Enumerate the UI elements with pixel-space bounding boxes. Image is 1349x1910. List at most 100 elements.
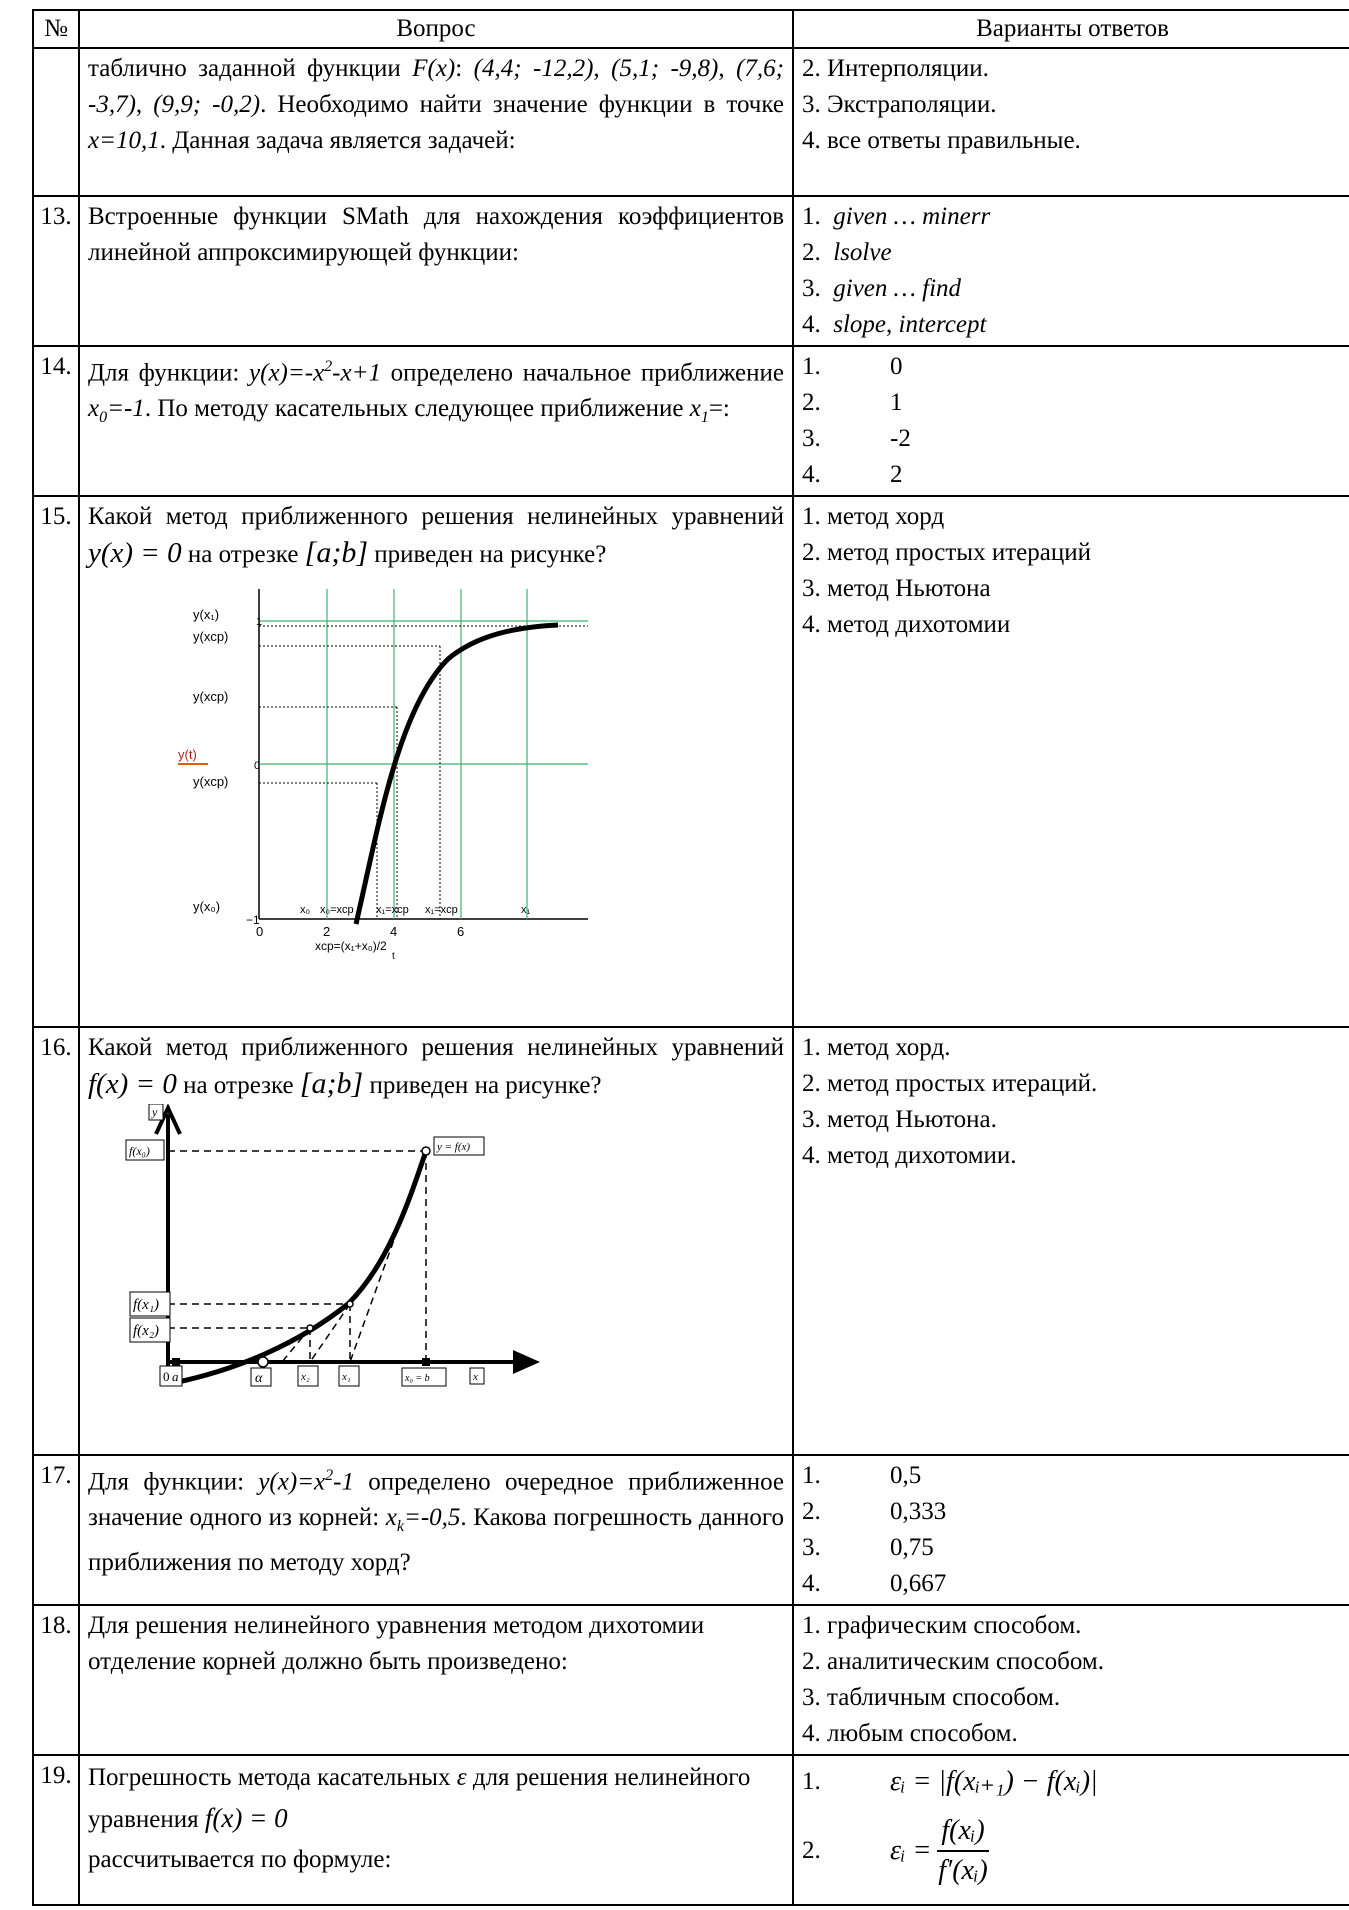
- xcp-formula: xcp=(x₁+x₀)/2: [315, 939, 387, 953]
- answer-option: 4. любым способом.: [802, 1720, 1018, 1747]
- answer-option: 1. given … minerr: [802, 203, 991, 230]
- answer-number: 2.: [802, 1498, 821, 1525]
- answer-value: 1: [890, 389, 903, 416]
- answer-value: 0,75: [890, 1534, 934, 1561]
- fx1-label: f(x₁): [133, 1297, 159, 1313]
- row-number: 17.: [32, 1454, 80, 1606]
- table-row: 13. Встроенные функции SMath для нахожде…: [32, 195, 1349, 347]
- svg-text:−1: −1: [246, 913, 260, 927]
- table-header-row: № Вопрос Варианты ответов: [32, 9, 1349, 49]
- answer-options: 1. 0 2. 1 3. -2 4. 2: [792, 345, 1349, 497]
- answer-option: 4. все ответы правильные.: [802, 127, 1081, 154]
- answer-number: 3.: [802, 425, 821, 452]
- row-number: [32, 47, 80, 197]
- x-mark: x₀=xcp: [320, 904, 354, 916]
- row-number: 15.: [32, 495, 80, 1028]
- question-text: таблично заданной функции F(x): (4,4; -1…: [78, 47, 794, 197]
- answer-options: 1. 0,5 2. 0,333 3. 0,75 4. 0,667: [792, 1454, 1349, 1606]
- header-num: №: [32, 9, 80, 49]
- table-row: 15. Какой метод приближенного решения не…: [32, 495, 1349, 1028]
- row-number: 19.: [32, 1754, 80, 1906]
- y-axis-label: y: [151, 1105, 158, 1119]
- answer-option: 1. графическим способом.: [802, 1612, 1082, 1639]
- x-mark: x₁=xcp: [376, 904, 409, 916]
- answer-options: 1. метод хорд 2. метод простых итераций …: [792, 495, 1349, 1028]
- row-number: 13.: [32, 195, 80, 347]
- answer-value: 0,5: [890, 1462, 922, 1489]
- answer-number: 2.: [802, 389, 821, 416]
- answer-number: 4.: [802, 1570, 821, 1597]
- answer-options: 1. given … minerr 2. lsolve 3. given … f…: [792, 195, 1349, 347]
- answer-option: 3. given … find: [802, 275, 962, 302]
- answer-option: 2. метод простых итераций.: [802, 1070, 1098, 1097]
- question-text: Какой метод приближенного решения нелине…: [78, 495, 794, 1028]
- fx0-label: f(x₀): [129, 1144, 150, 1158]
- answer-value: 0: [890, 353, 903, 380]
- answer-options: 1. метод хорд. 2. метод простых итераций…: [792, 1026, 1349, 1456]
- x-tick: 6: [457, 924, 464, 939]
- answer-option: 3. метод Ньютона: [802, 575, 991, 602]
- y-label: y(xcp): [193, 774, 228, 789]
- answer-options: 1. εᵢ = |f(xᵢ₊₁) − f(xᵢ)| 2. εᵢ = f(xᵢ) …: [792, 1754, 1349, 1906]
- answer-value: -2: [890, 425, 911, 452]
- x-tick: 0: [256, 924, 263, 939]
- y-label: y(x₀): [193, 899, 220, 914]
- x0b-label: x₀ = b: [404, 1373, 430, 1384]
- answer-options: 1. графическим способом. 2. аналитически…: [792, 1604, 1349, 1756]
- answer-options: 2. Интерполяции. 3. Экстраполяции. 4. вс…: [792, 47, 1349, 197]
- y-axis-label: y(t): [178, 747, 197, 762]
- answer-value: 2: [890, 461, 903, 488]
- row-number: 14.: [32, 345, 80, 497]
- x-tick: 2: [323, 924, 330, 939]
- answer-option: 2. аналитическим способом.: [802, 1648, 1104, 1675]
- question-text: Для функции: y(x)=-x2-x+1 определено нач…: [78, 345, 794, 497]
- answer-option: 3. табличным способом.: [802, 1684, 1061, 1711]
- x-mark: x₁=xcp: [425, 904, 458, 916]
- x1-label: x₁: [341, 1371, 351, 1383]
- answer-option: 3. метод Ньютона.: [802, 1106, 997, 1133]
- answer-option: 2. εᵢ = f(xᵢ) f′(xᵢ): [802, 1806, 1343, 1896]
- row-number: 16.: [32, 1026, 80, 1456]
- x-axis-label: x: [472, 1371, 478, 1383]
- x-tick: 4: [390, 924, 397, 939]
- svg-text:1: 1: [256, 616, 262, 628]
- answer-option: 2. Интерполяции.: [802, 55, 989, 82]
- origin-label: 0: [163, 1369, 170, 1384]
- header-question: Вопрос: [78, 9, 794, 49]
- table-row: 17. Для функции: y(x)=x2-1 определено оч…: [32, 1454, 1349, 1606]
- table-row: 18. Для решения нелинейного уравнения ме…: [32, 1604, 1349, 1756]
- answer-option: 4. метод дихотомии.: [802, 1142, 1017, 1169]
- alpha-label: α: [255, 1371, 263, 1386]
- chord-method-graph: y f(x₀) y = f(x) f(x₁) f(x₂) 0 a α x₂: [125, 1104, 540, 1387]
- row-number: 18.: [32, 1604, 80, 1756]
- answer-number: 1.: [802, 353, 821, 380]
- x-axis-label: t: [392, 951, 395, 959]
- test-table: № Вопрос Варианты ответов таблично задан…: [32, 9, 1349, 1906]
- table-row: таблично заданной функции F(x): (4,4; -1…: [32, 47, 1349, 197]
- answer-option: 2. метод простых итераций: [802, 539, 1091, 566]
- answer-option: 4. slope, intercept: [802, 311, 987, 338]
- answer-option: 4. метод дихотомии: [802, 611, 1011, 638]
- answer-option: 1. метод хорд: [802, 503, 945, 530]
- question-text: Для решения нелинейного уравнения методо…: [78, 1604, 794, 1756]
- iteration-graph: y(x₁) 1 y(xcp) y(xcp) y(t) 0 y(xcp) y(x₀…: [148, 579, 588, 959]
- answer-value: 0,333: [890, 1498, 947, 1525]
- question-text: Какой метод приближенного решения нелине…: [78, 1026, 794, 1456]
- answer-number: 1.: [802, 1462, 821, 1489]
- yfx-label: y = f(x): [436, 1141, 470, 1153]
- fx2-label: f(x₂): [133, 1323, 159, 1339]
- table-row: 19. Погрешность метода касательных ε для…: [32, 1754, 1349, 1906]
- question-text: Для функции: y(x)=x2-1 определено очеред…: [78, 1454, 794, 1606]
- table-row: 14. Для функции: y(x)=-x2-x+1 определено…: [32, 345, 1349, 497]
- svg-text:0: 0: [254, 760, 260, 772]
- answer-number: 3.: [802, 1534, 821, 1561]
- question-text: Встроенные функции SMath для нахождения …: [78, 195, 794, 347]
- answer-value: 0,667: [890, 1570, 947, 1597]
- a-label: a: [172, 1369, 179, 1384]
- y-label: y(x₁): [193, 607, 219, 622]
- table-row: 16. Какой метод приближенного решения не…: [32, 1026, 1349, 1456]
- answer-option: 1. εᵢ = |f(xᵢ₊₁) − f(xᵢ)|: [802, 1766, 1098, 1797]
- y-label: y(xcp): [193, 689, 228, 704]
- answer-option: 1. метод хорд.: [802, 1034, 951, 1061]
- answer-option: 2. lsolve: [802, 239, 892, 266]
